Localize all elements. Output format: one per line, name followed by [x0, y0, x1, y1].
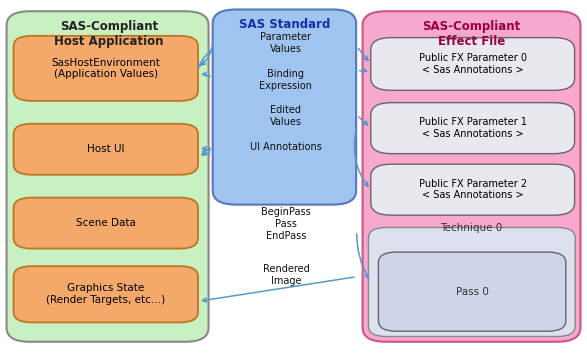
FancyBboxPatch shape: [212, 10, 356, 205]
FancyBboxPatch shape: [14, 198, 198, 249]
Text: Public FX Parameter 1
< Sas Annotations >: Public FX Parameter 1 < Sas Annotations …: [419, 117, 527, 139]
FancyBboxPatch shape: [14, 36, 198, 101]
Text: SAS-Compliant
Effect File: SAS-Compliant Effect File: [423, 20, 521, 48]
FancyBboxPatch shape: [371, 164, 575, 215]
Text: SAS Standard: SAS Standard: [239, 18, 330, 31]
Text: UI Annotations: UI Annotations: [250, 142, 322, 152]
Text: Public FX Parameter 2
< Sas Annotations >: Public FX Parameter 2 < Sas Annotations …: [419, 179, 527, 201]
FancyBboxPatch shape: [369, 227, 575, 336]
Text: Binding
Expression: Binding Expression: [259, 69, 312, 91]
Text: Scene Data: Scene Data: [76, 218, 136, 228]
FancyBboxPatch shape: [371, 38, 575, 90]
FancyBboxPatch shape: [14, 124, 198, 175]
FancyBboxPatch shape: [14, 266, 198, 322]
FancyBboxPatch shape: [371, 103, 575, 154]
Text: SAS-Compliant
Host Application: SAS-Compliant Host Application: [54, 20, 164, 48]
FancyBboxPatch shape: [6, 11, 208, 342]
Text: Edited
Values: Edited Values: [270, 105, 302, 127]
Text: Host UI: Host UI: [87, 144, 124, 154]
Text: Public FX Parameter 0
< Sas Annotations >: Public FX Parameter 0 < Sas Annotations …: [419, 53, 527, 75]
FancyBboxPatch shape: [363, 11, 581, 342]
Text: Parameter
Values: Parameter Values: [261, 32, 311, 54]
Text: Rendered
Image: Rendered Image: [262, 264, 309, 286]
FancyBboxPatch shape: [379, 252, 566, 331]
Text: SasHostEnvironment
(Application Values): SasHostEnvironment (Application Values): [52, 58, 160, 79]
Text: Pass 0: Pass 0: [456, 287, 488, 297]
Text: Graphics State
(Render Targets, etc…): Graphics State (Render Targets, etc…): [46, 283, 166, 305]
Text: Technique 0: Technique 0: [440, 223, 502, 233]
Text: BeginPass
Pass
EndPass: BeginPass Pass EndPass: [261, 207, 311, 240]
